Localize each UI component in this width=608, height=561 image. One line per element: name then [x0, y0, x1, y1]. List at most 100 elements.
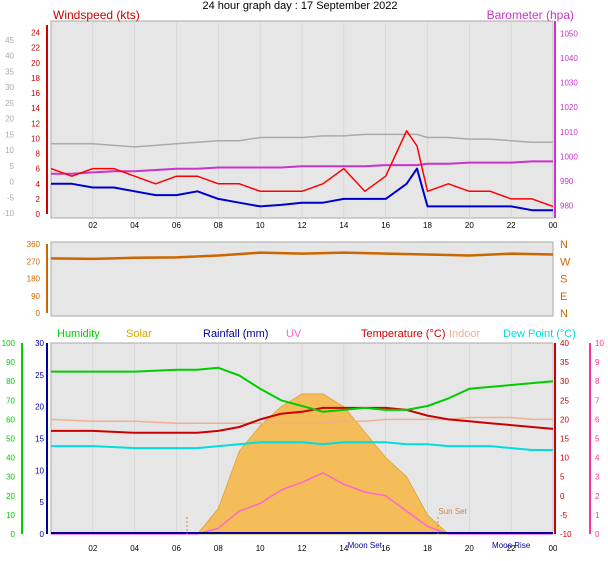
legend-item: UV: [286, 328, 302, 340]
event-annotation: Moon Rise: [492, 541, 531, 550]
gust-axis-tick-label: -5: [7, 193, 15, 202]
uv-axis-tick-label: 6: [595, 415, 600, 424]
baro-legend: Barometer (hpa): [487, 8, 574, 22]
wind-x-tick-label: 12: [298, 221, 307, 230]
gust-axis-tick-label: 10: [5, 146, 14, 155]
humidity-axis-tick-label: 40: [6, 454, 15, 463]
gust-axis-tick-label: 45: [5, 36, 14, 45]
wind-x-tick-label: 14: [339, 221, 348, 230]
wind-x-tick-label: 08: [214, 221, 223, 230]
legend-item: Humidity: [57, 328, 100, 340]
humidity-line: [51, 366, 554, 413]
uv-axis-tick-label: 3: [595, 473, 600, 482]
humidity-axis-tick-label: 70: [6, 396, 15, 405]
uv-axis-tick-label: 7: [595, 396, 600, 405]
uv-axis-tick-label: 8: [595, 377, 600, 386]
temp-axis-tick-label: 15: [560, 435, 569, 444]
humidity-axis-tick-label: 10: [6, 511, 15, 520]
baro-axis-tick-label: 990: [560, 177, 574, 186]
legend-item: Dew Point (°C): [503, 328, 576, 340]
gust-axis-tick-label: 30: [5, 83, 14, 92]
dir-axis-tick-label: 90: [31, 292, 40, 301]
rain-axis-tick-label: 20: [35, 403, 44, 412]
wind-axis-tick-label: 14: [31, 104, 40, 113]
uv-axis-tick-label: 9: [595, 358, 600, 367]
temp-axis-tick-label: -5: [560, 511, 568, 520]
compass-label: E: [560, 291, 567, 303]
wind-axis-tick-label: 10: [31, 134, 40, 143]
baro-axis-tick-label: 1030: [560, 79, 578, 88]
compass-label: W: [560, 256, 571, 268]
gust-axis-tick-label: 40: [5, 52, 14, 61]
dew-point-line: [51, 441, 553, 451]
gray-line: [51, 133, 553, 148]
wind-axis-tick-label: 2: [36, 195, 41, 204]
dir-axis-tick-label: 0: [36, 309, 41, 318]
temp-axis-tick-label: 30: [560, 377, 569, 386]
rain-axis-tick-label: 15: [35, 435, 44, 444]
legend-item: Indoor: [449, 328, 481, 340]
chart-title: 24 hour graph day : 17 September 2022: [202, 0, 397, 12]
multi-x-tick-label: 18: [423, 544, 432, 553]
humidity-axis-tick-label: 30: [6, 473, 15, 482]
wind-x-tick-label: 10: [256, 221, 265, 230]
uv-axis-tick-label: 4: [595, 454, 600, 463]
wind-axis-tick-label: 18: [31, 74, 40, 83]
event-annotation: Sun Set: [438, 507, 467, 516]
gust-axis-tick-label: 20: [5, 115, 14, 124]
barometer-line: [51, 160, 553, 175]
temp-axis-tick-label: 25: [560, 396, 569, 405]
temperature-line: [51, 406, 554, 434]
temp-axis-tick-label: 40: [560, 339, 569, 348]
humidity-axis-tick-label: 20: [6, 492, 15, 501]
uv-axis-tick-label: 10: [595, 339, 604, 348]
dir-axis-tick-label: 360: [27, 240, 41, 249]
humidity-axis-tick-label: 90: [6, 358, 15, 367]
multi-x-tick-label: 14: [339, 544, 348, 553]
compass-label: S: [560, 274, 567, 286]
temp-axis-tick-label: 10: [560, 454, 569, 463]
uv-axis-tick-label: 0: [595, 530, 600, 539]
multi-x-tick-label: 22: [507, 544, 516, 553]
compass-label: N: [560, 239, 568, 251]
event-annotation: Moon Set: [348, 541, 383, 550]
uv-axis-tick-label: 2: [595, 492, 600, 501]
multi-x-tick-label: 16: [381, 544, 390, 553]
wind-legend: Windspeed (kts): [53, 8, 140, 22]
baro-axis-tick-label: 1040: [560, 54, 578, 63]
baro-axis-tick-label: 1000: [560, 152, 578, 161]
wind-x-tick-label: 22: [507, 221, 516, 230]
gust-axis-tick-label: 25: [5, 99, 14, 108]
wind-axis-tick-label: 20: [31, 59, 40, 68]
wind-x-tick-label: 20: [465, 221, 474, 230]
humidity-axis-tick-label: 60: [6, 415, 15, 424]
gust-line: [50, 130, 554, 208]
indoor-line: [50, 416, 553, 424]
legend-item: Solar: [126, 328, 152, 340]
rain-axis-tick-label: 10: [35, 466, 44, 475]
humidity-axis-tick-label: 0: [11, 530, 16, 539]
wind-direction-line: [50, 251, 554, 261]
temp-axis-tick-label: 35: [560, 358, 569, 367]
temp-axis-tick-label: 5: [560, 473, 565, 482]
humidity-axis-tick-label: 50: [6, 435, 15, 444]
dir-axis-tick-label: 270: [27, 257, 41, 266]
legend-item: Temperature (°C): [361, 328, 445, 340]
wind-axis-tick-label: 24: [31, 29, 40, 38]
humidity-axis-tick-label: 100: [2, 339, 16, 348]
wind-axis-tick-label: 16: [31, 89, 40, 98]
gust-axis-tick-label: -10: [2, 209, 14, 218]
avg-wind-line: [51, 167, 553, 212]
multi-x-tick-label: 12: [298, 544, 307, 553]
wind-axis-tick-label: 6: [36, 165, 41, 174]
wind-x-tick-label: 06: [172, 221, 181, 230]
wind-x-tick-label: 00: [549, 221, 558, 230]
uv-axis-tick-label: 1: [595, 511, 600, 520]
rain-axis-tick-label: 5: [40, 498, 45, 507]
wind-axis-tick-label: 22: [31, 44, 40, 53]
wind-axis-tick-label: 4: [36, 180, 41, 189]
uv-axis-tick-label: 5: [595, 435, 600, 444]
gust-axis-tick-label: 5: [10, 162, 15, 171]
multi-x-tick-label: 08: [214, 544, 223, 553]
